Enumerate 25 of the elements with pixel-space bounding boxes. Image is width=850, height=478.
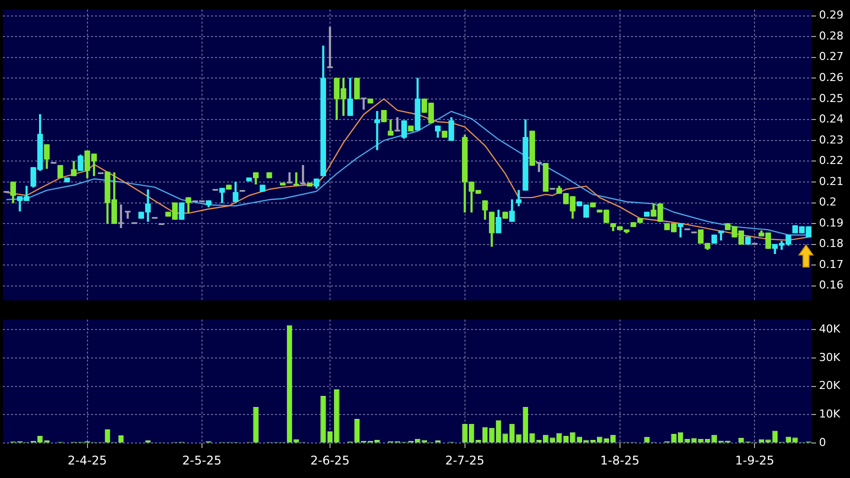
y-tick-label: 30K bbox=[819, 350, 841, 364]
y-tick-label: 0 bbox=[819, 436, 826, 449]
x-tick-label: 2-4-25 bbox=[68, 453, 107, 468]
y-tick-label: 0.21 bbox=[819, 174, 844, 188]
y-tick-label: 0.27 bbox=[819, 50, 844, 64]
y-tick-label: 10K bbox=[819, 407, 841, 420]
y-tick-label: 20K bbox=[819, 379, 841, 392]
x-tick-label: 2-5-25 bbox=[182, 453, 222, 468]
y-tick-label: 0.29 bbox=[819, 8, 844, 22]
y-tick-label: 0.2 bbox=[819, 196, 836, 209]
x-tick-label: 2-7-25 bbox=[445, 453, 484, 468]
y-tick-label: 0.24 bbox=[819, 112, 844, 126]
y-tick-label: 0.23 bbox=[819, 133, 844, 146]
y-tick-label: 0.17 bbox=[819, 258, 844, 271]
x-tick-label: 2-6-25 bbox=[310, 453, 350, 468]
y-tick-label: 0.25 bbox=[819, 92, 844, 105]
y-tick-label: 0.26 bbox=[819, 71, 844, 84]
y-tick-label: 0.16 bbox=[819, 278, 844, 292]
y-tick-label: 0.18 bbox=[819, 237, 844, 250]
y-tick-label: 40K bbox=[819, 322, 841, 336]
y-tick-label: 0.19 bbox=[819, 216, 844, 230]
x-tick-label: 1-8-25 bbox=[600, 453, 640, 468]
x-tick-label: 1-9-25 bbox=[735, 453, 774, 468]
y-tick-label: 0.28 bbox=[819, 29, 844, 42]
y-tick-label: 0.22 bbox=[819, 154, 844, 168]
